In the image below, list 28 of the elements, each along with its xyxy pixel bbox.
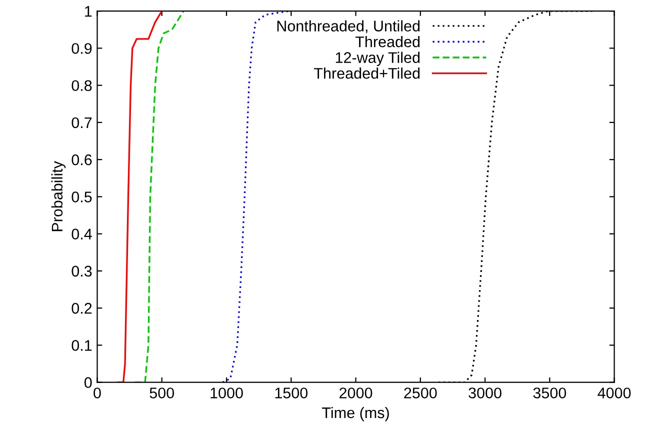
x-tick-label: 3500 bbox=[533, 388, 566, 398]
legend-label: Nonthreaded, Untiled bbox=[277, 20, 420, 34]
x-tick-label: 4000 bbox=[598, 388, 631, 398]
y-tick-label: 0.8 bbox=[72, 80, 92, 92]
x-tick-label: 1000 bbox=[210, 388, 243, 398]
legend-label: Threaded bbox=[355, 36, 420, 48]
x-tick-label: 3000 bbox=[468, 388, 502, 398]
y-tick-label: 0.6 bbox=[72, 154, 92, 166]
y-tick-label: 0.2 bbox=[72, 302, 92, 314]
y-tick-label: 1 bbox=[85, 6, 92, 17]
y-tick-label: 0.1 bbox=[72, 340, 92, 351]
x-tick-label: 500 bbox=[150, 388, 174, 398]
legend-label: Threaded+Tiled bbox=[314, 68, 420, 79]
legend-label: 12-way Tiled bbox=[336, 52, 420, 66]
y-tick-label: 0.5 bbox=[72, 192, 92, 202]
line-series bbox=[117, 11, 163, 382]
y-tick-label: 0.9 bbox=[72, 43, 92, 54]
y-tick-label: 0.4 bbox=[72, 228, 92, 240]
y-tick-label: 0.7 bbox=[72, 117, 92, 128]
x-tick-label: 2500 bbox=[404, 388, 437, 398]
line-series bbox=[134, 11, 184, 382]
x-tick-label: 1500 bbox=[275, 388, 308, 398]
x-tick-label: 2000 bbox=[340, 388, 372, 398]
x-tick-label: 0 bbox=[94, 388, 101, 398]
y-tick-label: 0.3 bbox=[72, 266, 92, 277]
x-axis-title: Time (ms) bbox=[322, 406, 389, 422]
y-axis-title: Probability bbox=[51, 161, 66, 232]
y-tick-label: 0 bbox=[84, 377, 92, 388]
